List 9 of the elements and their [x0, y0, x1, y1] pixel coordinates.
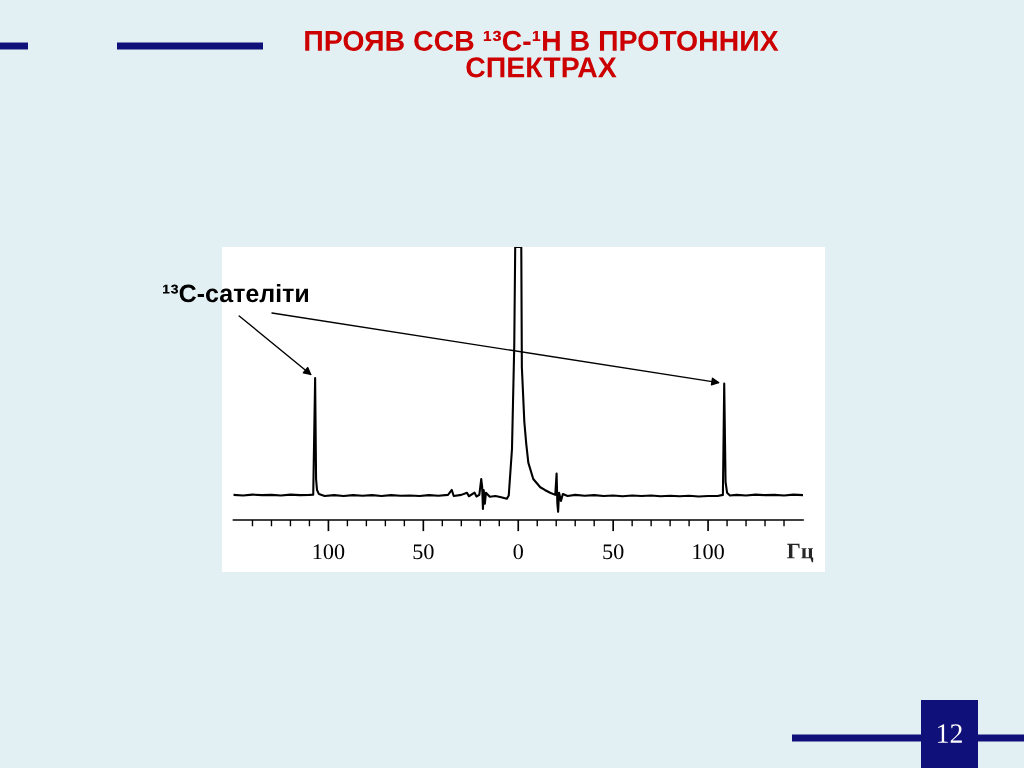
- text: 12: [938, 724, 962, 743]
- annotation: ¹³C-сателіти: [163, 283, 308, 303]
- x-tick-label: 50: [603, 544, 624, 560]
- x-axis-title: Гц: [787, 543, 814, 563]
- x-tick-label: 100: [693, 544, 724, 560]
- x-tick-label: 100: [313, 544, 345, 560]
- x-tick-label: 0: [513, 544, 523, 560]
- x-tick-label: 50: [413, 544, 434, 560]
- chart-title: ПРОЯВ ССВ ¹³C-¹H В ПРОТОННИХ СПЕКТРАХ: [305, 30, 779, 78]
